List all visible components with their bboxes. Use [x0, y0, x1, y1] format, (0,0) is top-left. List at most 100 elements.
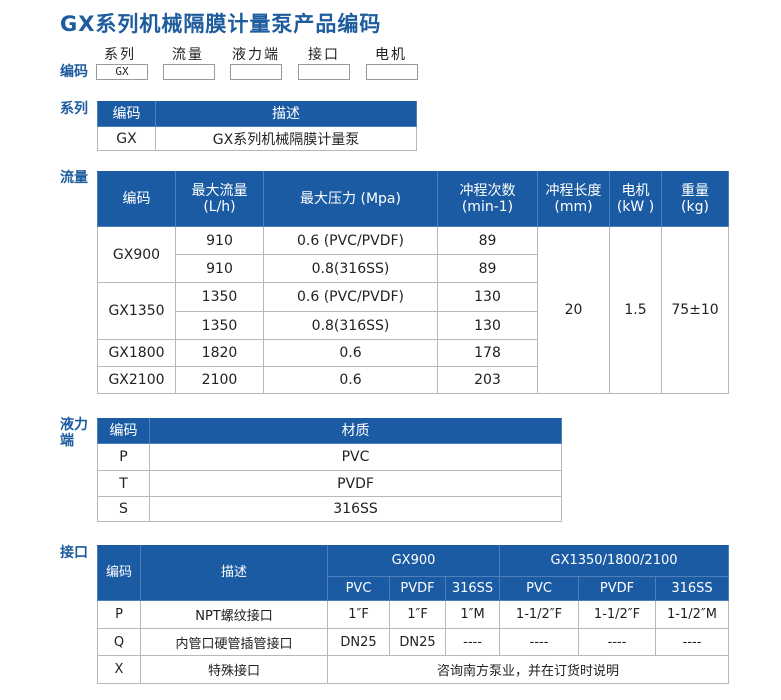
- header-group: GX900: [326, 545, 501, 577]
- cell: 0.8(316SS): [263, 311, 438, 340]
- code-field-label: 液力端: [232, 47, 280, 63]
- cell: 1.5: [609, 226, 662, 394]
- cell: PVC: [149, 443, 562, 471]
- cell: 咨询南方泵业，并在订货时说明: [327, 655, 729, 684]
- cell: P: [97, 600, 141, 629]
- cell: 特殊接口: [140, 655, 328, 684]
- series-label: 系列: [60, 101, 88, 117]
- header-cell: 编码: [97, 418, 150, 444]
- table-row: GX GX系列机械隔膜计量泵: [97, 126, 417, 151]
- cell: GX900: [97, 226, 176, 283]
- cell: 910: [175, 226, 264, 255]
- cell: 2100: [175, 366, 264, 394]
- code-box-hydraulic: [230, 64, 282, 80]
- flow-table: 编码 最大流量 (L/h) 最大压力 (Mpa) 冲程次数 (min-1) 冲程…: [97, 171, 729, 394]
- interface-table: 编码 描述 GX900 GX1350/1800/2100 PVC PVDF 316SS PV…: [97, 545, 729, 684]
- table-row: X 特殊接口 咨询南方泵业，并在订货时说明: [97, 655, 729, 684]
- table-row: 910 0.8(316SS) 89: [98, 254, 729, 283]
- header-cell: 编码: [97, 101, 156, 127]
- header-cell: 重量 (kg): [661, 171, 729, 227]
- code-box-motor: [366, 64, 418, 80]
- header-cell: 冲程次数 (min-1): [437, 171, 538, 227]
- cell: X: [97, 655, 141, 684]
- header-cell: 316SS: [444, 576, 501, 601]
- cell: 1-1/2″F: [499, 600, 580, 629]
- code-box-flow: [163, 64, 215, 80]
- header-cell: 描述: [140, 545, 328, 601]
- cell: NPT螺纹接口: [140, 600, 328, 629]
- cell: 0.6 (PVC/PVDF): [263, 226, 438, 255]
- cell: 75±10: [661, 226, 729, 394]
- cell: 1350: [175, 311, 264, 340]
- cell: 178: [437, 339, 538, 367]
- cell: 0.6: [263, 339, 438, 367]
- cell: 203: [437, 366, 538, 394]
- cell: 910: [175, 254, 264, 283]
- cell: DN25: [389, 628, 446, 656]
- table-row: GX2100 2100 0.6 203: [97, 366, 729, 394]
- header-cell: PVC: [327, 576, 390, 601]
- cell: 1″F: [327, 600, 390, 629]
- interface-label: 接口: [60, 545, 88, 561]
- cell: 1-1/2″F: [578, 600, 657, 629]
- header-group: GX1350/1800/2100: [499, 545, 729, 577]
- code-label: 编码: [60, 64, 88, 80]
- cell: 内管口硬管插管接口: [140, 628, 328, 656]
- table-row: P NPT螺纹接口 1″F 1″F 1″M 1-1/2″F 1-1/2″F 1-1/2″M: [97, 600, 729, 629]
- cell: 89: [437, 254, 538, 283]
- cell: S: [97, 496, 150, 522]
- code-box-series: GX: [96, 64, 148, 80]
- cell: GX1350: [97, 282, 176, 340]
- table-row: GX900 910 0.6 (PVC/PVDF) 89 20 1.5 75±10: [97, 226, 729, 394]
- header-cell: 最大流量 (L/h): [175, 171, 264, 227]
- cell: 1820: [175, 339, 264, 367]
- cell: 316SS: [149, 496, 562, 522]
- cell: GX系列机械隔膜计量泵: [155, 126, 417, 151]
- hydraulic-label: 液力 端: [60, 417, 88, 449]
- header-cell: 316SS: [655, 576, 729, 601]
- table-row: P PVC: [97, 443, 562, 471]
- table-row: 1350 0.8(316SS) 130: [98, 311, 729, 340]
- cell: ----: [655, 628, 729, 656]
- code-field-label: 系列: [104, 47, 136, 63]
- table-row: T PVDF: [97, 470, 562, 497]
- code-box-interface: [298, 64, 350, 80]
- header-cell: PVDF: [578, 576, 657, 601]
- cell: 1-1/2″M: [655, 600, 729, 629]
- header-cell: 材质: [149, 418, 562, 444]
- cell: 1″F: [389, 600, 446, 629]
- header-cell: PVDF: [389, 576, 446, 601]
- flow-label: 流量: [60, 170, 88, 186]
- hydraulic-table: 编码 材质 P PVC T PVDF S 316SS: [97, 418, 562, 522]
- cell: 130: [437, 282, 538, 312]
- header-cell: 描述: [155, 101, 417, 127]
- cell: 1350: [175, 282, 264, 312]
- cell: P: [97, 443, 150, 471]
- cell: 0.8(316SS): [263, 254, 438, 283]
- cell: 89: [437, 226, 538, 255]
- cell: GX: [97, 126, 156, 151]
- page-title: GX系列机械隔膜计量泵产品编码: [60, 12, 382, 36]
- table-row: Q 内管口硬管插管接口 DN25 DN25 ---- ---- ---- ----: [97, 628, 729, 656]
- cell: 0.6 (PVC/PVDF): [263, 282, 438, 312]
- cell: 1″M: [444, 600, 501, 629]
- header-cell: PVC: [499, 576, 580, 601]
- cell: ----: [578, 628, 657, 656]
- header-cell: 冲程长度 (mm): [537, 171, 610, 227]
- code-field-label: 接口: [308, 47, 340, 63]
- code-field-label: 电机: [375, 47, 407, 63]
- cell: PVDF: [149, 470, 562, 497]
- cell: DN25: [327, 628, 390, 656]
- cell: T: [97, 470, 150, 497]
- cell: GX2100: [97, 366, 176, 394]
- header-cell: 电机 (kW ): [609, 171, 662, 227]
- cell: ----: [499, 628, 580, 656]
- cell: 0.6: [263, 366, 438, 394]
- table-row: S 316SS: [97, 496, 562, 522]
- header-cell: 编码: [97, 171, 176, 227]
- code-field-label: 流量: [172, 47, 204, 63]
- header-cell: 最大压力 (Mpa): [263, 171, 438, 227]
- table-row: GX1350 1350 0.6 (PVC/PVDF) 130: [97, 282, 729, 340]
- header-cell: 编码: [97, 545, 141, 601]
- series-table: 编码 描述 GX GX系列机械隔膜计量泵: [97, 101, 417, 151]
